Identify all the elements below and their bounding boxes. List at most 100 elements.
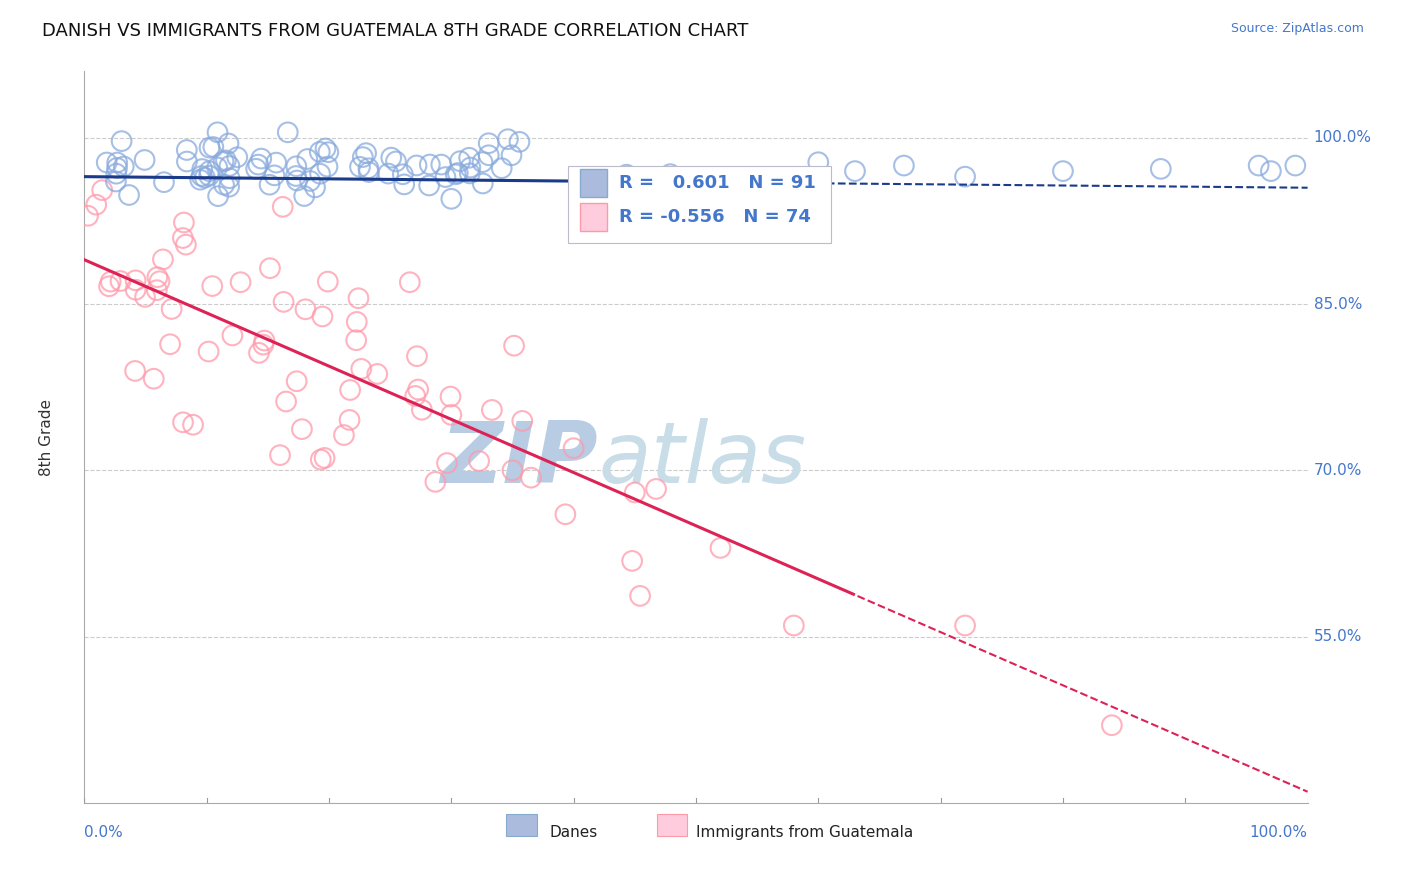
Point (357, 165, 380, 179)
Point (1052, 164, 1074, 178)
Point (271, 200, 294, 214)
Point (624, 485, 647, 500)
Point (458, 166, 481, 180)
Point (259, 178, 281, 192)
Point (481, 403, 503, 417)
Point (118, 188, 141, 202)
Point (392, 178, 415, 192)
Point (430, 158, 453, 172)
Point (616, 168, 638, 182)
Point (299, 174, 322, 188)
Text: Danes: Danes (550, 825, 598, 839)
Point (352, 150, 374, 164)
Point (190, 169, 212, 183)
Point (309, 167, 332, 181)
Point (98, 279, 121, 293)
Point (344, 333, 367, 347)
Point (124, 283, 146, 297)
Text: Source: ZipAtlas.com: Source: ZipAtlas.com (1230, 22, 1364, 36)
Point (350, 362, 373, 376)
Point (449, 154, 471, 169)
Point (181, 417, 204, 432)
Point (247, 158, 270, 172)
Text: ZIP: ZIP (440, 417, 598, 500)
Point (218, 136, 240, 151)
Point (406, 349, 429, 363)
FancyBboxPatch shape (579, 169, 606, 197)
Point (105, 155, 128, 169)
Point (285, 173, 308, 187)
Point (503, 339, 526, 353)
Point (198, 164, 221, 178)
Point (194, 170, 217, 185)
Point (259, 261, 281, 276)
Point (783, 618, 806, 632)
Point (953, 618, 976, 632)
Point (468, 454, 491, 468)
Point (207, 125, 229, 139)
Point (377, 167, 399, 181)
Point (471, 177, 494, 191)
Point (229, 275, 252, 289)
Point (349, 160, 371, 174)
Point (146, 283, 169, 297)
Point (501, 148, 523, 162)
Point (406, 383, 429, 397)
Point (146, 270, 169, 285)
Text: R = -0.556   N = 74: R = -0.556 N = 74 (619, 208, 811, 226)
Text: 0.0%: 0.0% (84, 825, 124, 839)
Point (444, 167, 467, 181)
Point (520, 470, 543, 484)
Point (418, 178, 440, 193)
Point (245, 161, 267, 176)
Point (471, 155, 494, 169)
Point (207, 189, 229, 203)
Point (176, 154, 198, 169)
Point (440, 408, 463, 422)
Point (142, 372, 165, 386)
Point (218, 171, 240, 186)
Point (112, 160, 135, 174)
Point (510, 414, 533, 428)
Point (316, 160, 339, 174)
Point (124, 273, 146, 287)
Point (172, 415, 194, 429)
Point (1260, 164, 1282, 178)
Point (134, 153, 156, 167)
Point (385, 154, 408, 169)
Point (148, 274, 170, 288)
Point (212, 178, 235, 192)
Point (411, 402, 433, 417)
Point (460, 161, 482, 175)
Point (110, 274, 132, 288)
Point (100, 275, 122, 289)
Point (434, 169, 457, 184)
Point (226, 150, 249, 164)
Point (491, 161, 513, 176)
Point (366, 367, 388, 381)
Point (188, 172, 211, 186)
Point (105, 167, 128, 181)
Point (291, 422, 314, 436)
Point (218, 159, 240, 173)
Point (405, 158, 427, 172)
Point (419, 157, 441, 171)
Point (315, 141, 337, 155)
Point (172, 231, 194, 245)
Point (273, 294, 295, 309)
Point (285, 169, 308, 183)
Point (478, 136, 501, 151)
Point (314, 450, 336, 465)
Point (659, 167, 682, 181)
Point (339, 383, 361, 397)
Point (436, 456, 458, 470)
Point (398, 275, 420, 289)
Point (562, 441, 585, 455)
Point (198, 141, 221, 155)
Point (392, 167, 415, 181)
Point (439, 390, 461, 404)
Point (1101, 718, 1123, 732)
Point (105, 161, 128, 175)
Point (440, 192, 463, 206)
Point (212, 154, 235, 169)
